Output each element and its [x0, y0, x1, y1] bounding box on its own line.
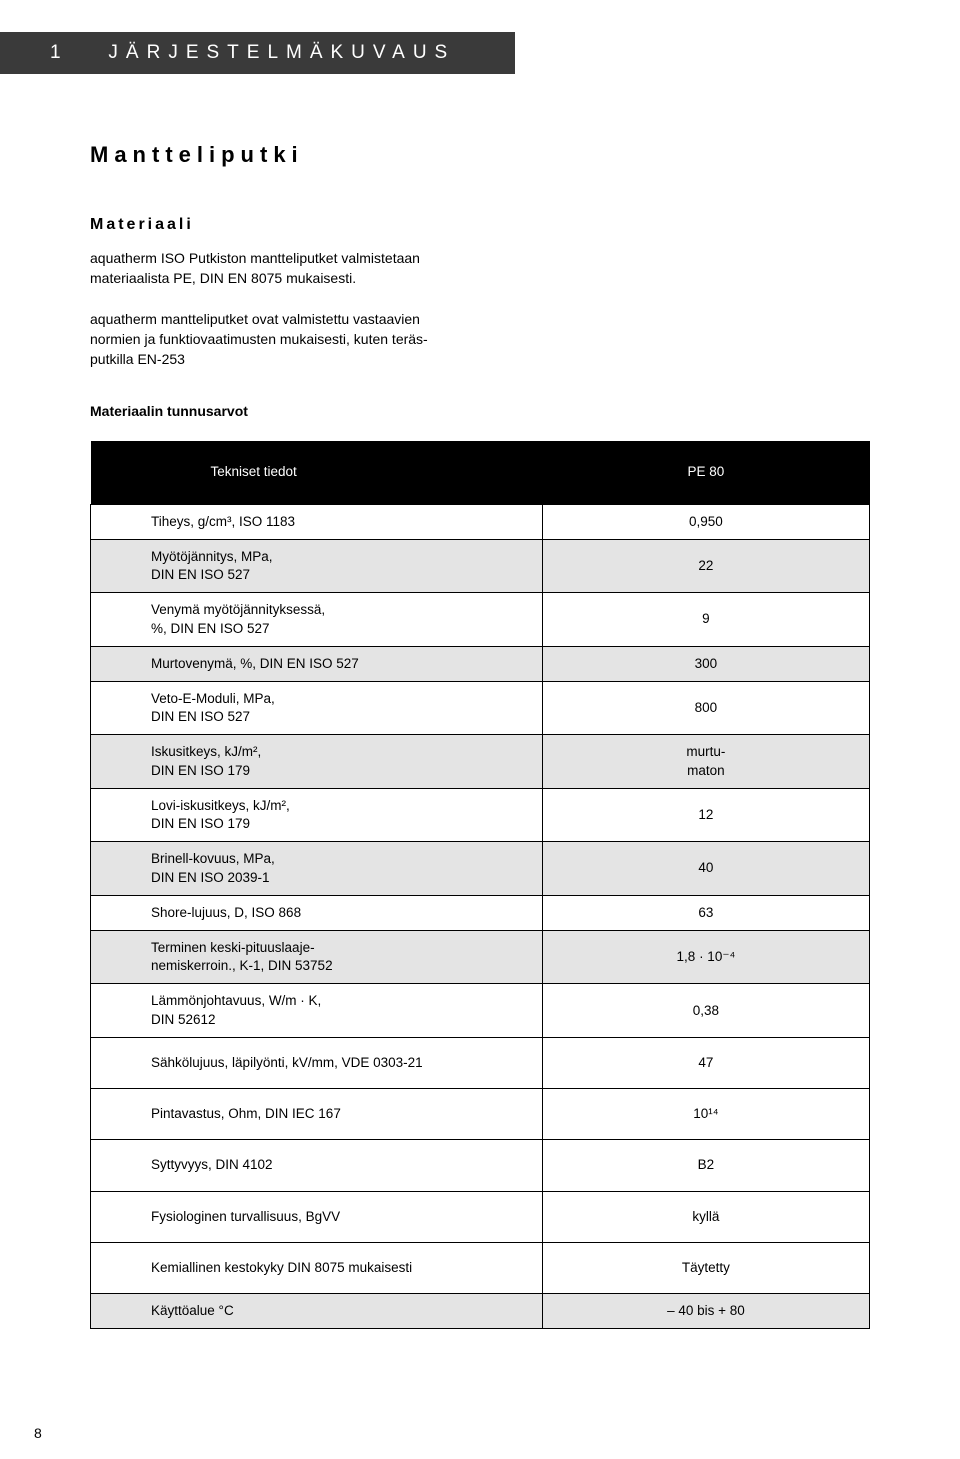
table-row: Tiheys, g/cm³, ISO 11830,950	[91, 504, 870, 539]
cell-value: 9	[542, 593, 869, 646]
cell-value: 40	[542, 842, 869, 895]
cell-value: B2	[542, 1140, 869, 1191]
cell-property: Tiheys, g/cm³, ISO 1183	[91, 504, 543, 539]
cell-value: 300	[542, 646, 869, 681]
table-row: Pintavastus, Ohm, DIN IEC 16710¹⁴	[91, 1089, 870, 1140]
cell-property: Venymä myötöjännityksessä,%, DIN EN ISO …	[91, 593, 543, 646]
cell-property: Pintavastus, Ohm, DIN IEC 167	[91, 1089, 543, 1140]
table-title: Materiaalin tunnusarvot	[90, 403, 870, 419]
cell-value: – 40 bis + 80	[542, 1293, 869, 1328]
table-row: Terminen keski-pituuslaaje-nemiskerroin.…	[91, 930, 870, 983]
table-row: Sähkölujuus, läpilyönti, kV/mm, VDE 0303…	[91, 1037, 870, 1088]
cell-property: Iskusitkeys, kJ/m²,DIN EN ISO 179	[91, 735, 543, 788]
cell-property: Terminen keski-pituuslaaje-nemiskerroin.…	[91, 930, 543, 983]
cell-property: Veto-E-Moduli, MPa,DIN EN ISO 527	[91, 682, 543, 735]
cell-property: Murtovenymä, %, DIN EN ISO 527	[91, 646, 543, 681]
table-row: Lämmönjohtavuus, W/m · K,DIN 526120,38	[91, 984, 870, 1037]
cell-value: murtu-maton	[542, 735, 869, 788]
table-row: Venymä myötöjännityksessä,%, DIN EN ISO …	[91, 593, 870, 646]
header-right: PE 80	[542, 441, 869, 504]
table-row: Syttyvyys, DIN 4102B2	[91, 1140, 870, 1191]
cell-value: 63	[542, 895, 869, 930]
cell-value: 47	[542, 1037, 869, 1088]
cell-property: Lovi-iskusitkeys, kJ/m²,DIN EN ISO 179	[91, 788, 543, 841]
table-row: Brinell-kovuus, MPa,DIN EN ISO 2039-140	[91, 842, 870, 895]
product-heading: Mantteliputki	[90, 142, 870, 168]
header-left: Tekniset tiedot	[91, 441, 543, 504]
cell-property: Fysiologinen turvallisuus, BgVV	[91, 1191, 543, 1242]
table-row: Veto-E-Moduli, MPa,DIN EN ISO 527800	[91, 682, 870, 735]
spec-tbody: Tekniset tiedot PE 80 Tiheys, g/cm³, ISO…	[91, 441, 870, 1328]
cell-property: Myötöjännitys, MPa,DIN EN ISO 527	[91, 539, 543, 592]
cell-property: Kemiallinen kestokyky DIN 8075 mukaisest…	[91, 1242, 543, 1293]
cell-value: 10¹⁴	[542, 1089, 869, 1140]
spec-table: Tekniset tiedot PE 80 Tiheys, g/cm³, ISO…	[90, 441, 870, 1329]
section-tab: 1 JÄRJESTELMÄKUVAUS	[0, 32, 515, 74]
section-title: JÄRJESTELMÄKUVAUS	[108, 42, 455, 63]
cell-value: 0,950	[542, 504, 869, 539]
table-header-row: Tekniset tiedot PE 80	[91, 441, 870, 504]
cell-value: kyllä	[542, 1191, 869, 1242]
table-row: Shore-lujuus, D, ISO 86863	[91, 895, 870, 930]
cell-property: Syttyvyys, DIN 4102	[91, 1140, 543, 1191]
cell-property: Lämmönjohtavuus, W/m · K,DIN 52612	[91, 984, 543, 1037]
cell-property: Brinell-kovuus, MPa,DIN EN ISO 2039-1	[91, 842, 543, 895]
cell-property: Shore-lujuus, D, ISO 868	[91, 895, 543, 930]
material-heading: Materiaali	[90, 216, 870, 234]
material-para-1: aquatherm ISO Putkiston mantteliputket v…	[90, 248, 450, 289]
table-row: Myötöjännitys, MPa,DIN EN ISO 52722	[91, 539, 870, 592]
table-row: Kemiallinen kestokyky DIN 8075 mukaisest…	[91, 1242, 870, 1293]
content: Mantteliputki Materiaali aquatherm ISO P…	[90, 32, 870, 1329]
cell-value: Täytetty	[542, 1242, 869, 1293]
cell-value: 12	[542, 788, 869, 841]
cell-property: Käyttöalue °C	[91, 1293, 543, 1328]
table-row: Lovi-iskusitkeys, kJ/m²,DIN EN ISO 17912	[91, 788, 870, 841]
cell-property: Sähkölujuus, läpilyönti, kV/mm, VDE 0303…	[91, 1037, 543, 1088]
table-row: Fysiologinen turvallisuus, BgVVkyllä	[91, 1191, 870, 1242]
material-para-2: aquatherm mantteliputket ovat valmistett…	[90, 309, 450, 370]
table-row: Iskusitkeys, kJ/m²,DIN EN ISO 179murtu-m…	[91, 735, 870, 788]
cell-value: 0,38	[542, 984, 869, 1037]
table-row: Käyttöalue °C– 40 bis + 80	[91, 1293, 870, 1328]
table-row: Murtovenymä, %, DIN EN ISO 527300	[91, 646, 870, 681]
cell-value: 22	[542, 539, 869, 592]
cell-value: 800	[542, 682, 869, 735]
page-number: 8	[34, 1425, 42, 1441]
cell-value: 1,8 · 10⁻⁴	[542, 930, 869, 983]
page: 1 JÄRJESTELMÄKUVAUS Mantteliputki Materi…	[0, 0, 960, 1459]
section-number: 1	[50, 42, 69, 63]
